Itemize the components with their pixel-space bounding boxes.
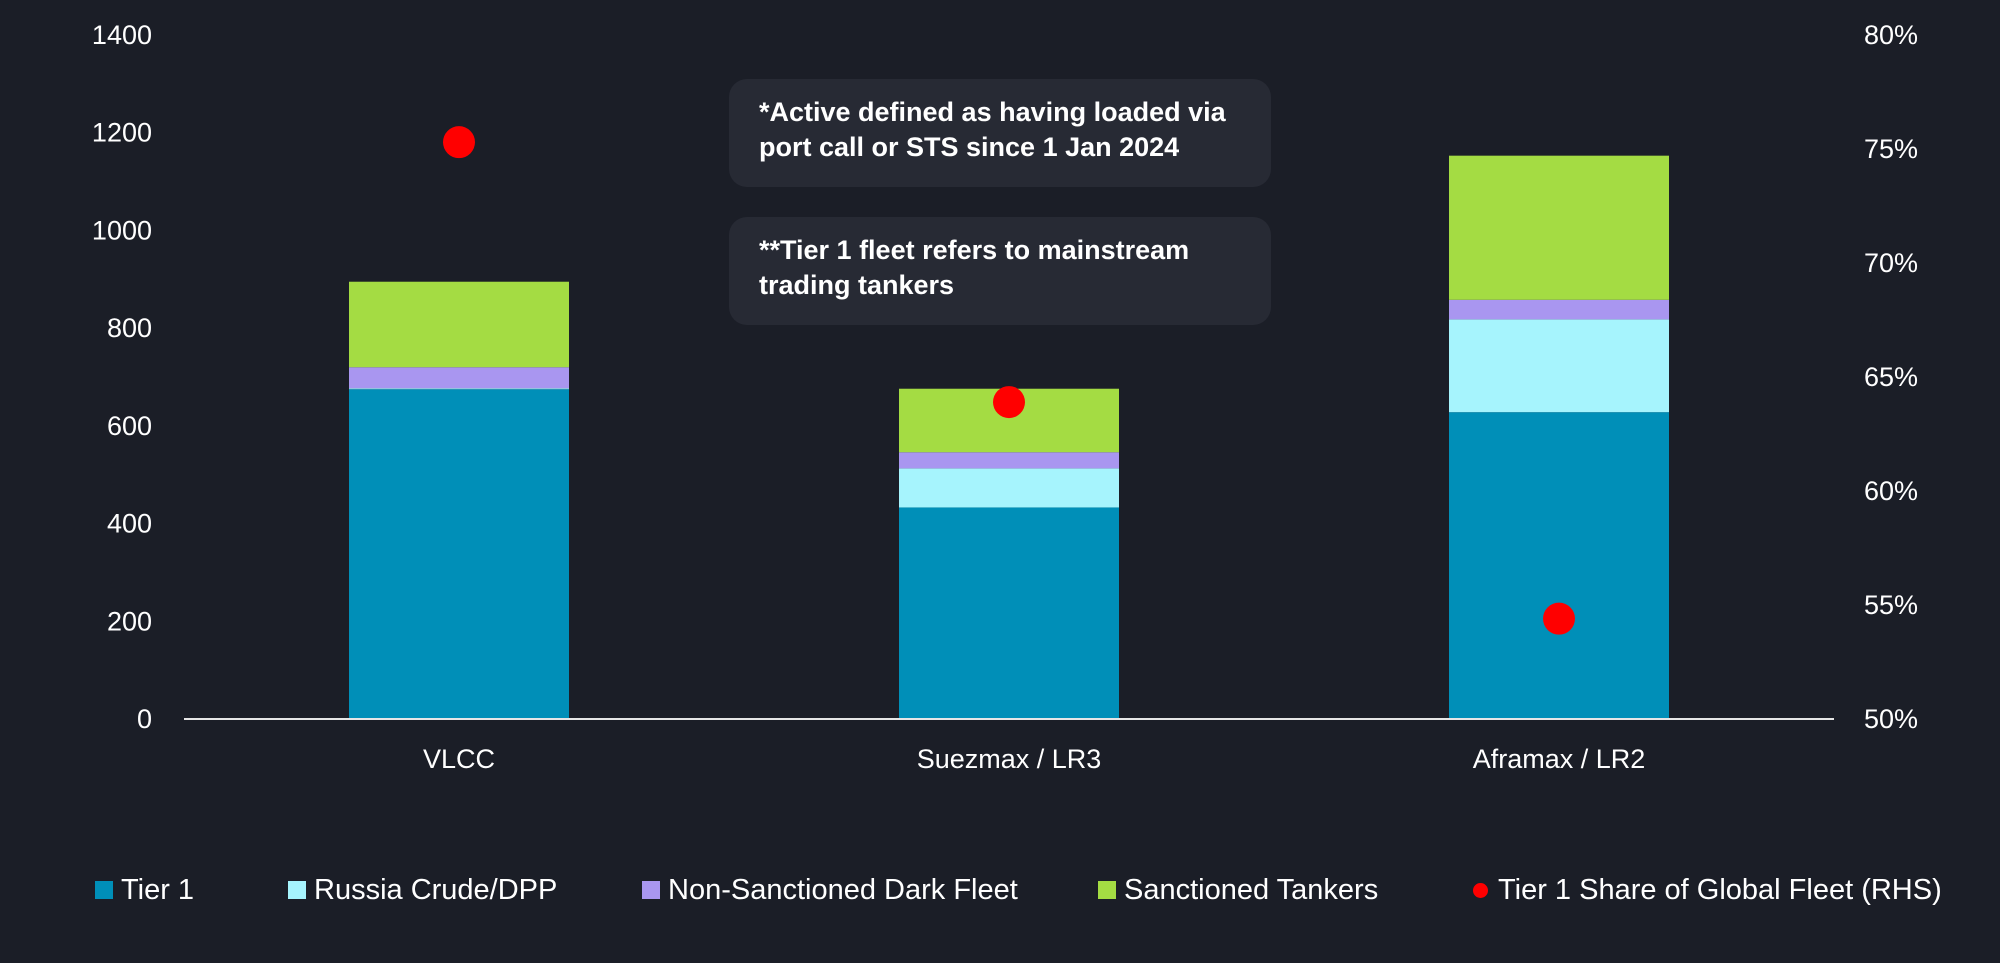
bar-segment-2-2: [899, 468, 1119, 508]
bar-segment-4-3: [1449, 155, 1669, 300]
x-tick-label: VLCC: [423, 744, 495, 774]
legend-item-tier1: Tier 1: [95, 870, 194, 910]
y-tick-label: 1000: [92, 215, 152, 245]
y-tick-label: 200: [107, 606, 152, 636]
legend-swatch-sanctioned: [1098, 881, 1116, 899]
bar-segment-1-3: [1449, 412, 1669, 719]
legend-swatch-tier1: [95, 881, 113, 899]
bar-segment-3-2: [899, 452, 1119, 469]
legend-item-russia: Russia Crude/DPP: [288, 870, 557, 910]
legend-item-share: Tier 1 Share of Global Fleet (RHS): [1473, 870, 1942, 910]
y-tick-label: 800: [107, 313, 152, 343]
y-tick-label: 1400: [92, 20, 152, 50]
y-tick-label: 600: [107, 411, 152, 441]
bar-segment-4-1: [349, 281, 569, 368]
legend-swatch-dark-fleet: [642, 881, 660, 899]
y-tick-label: 0: [137, 704, 152, 734]
legend-item-dark-fleet: Non-Sanctioned Dark Fleet: [642, 870, 1018, 910]
legend-dot-share: [1473, 882, 1488, 898]
y-tick-label: 400: [107, 509, 152, 539]
x-tick-label: Aframax / LR2: [1473, 744, 1646, 774]
share-point-1: [443, 126, 475, 159]
note-active-definition-text: *Active defined as having loaded via por…: [759, 97, 1226, 162]
share-point-2: [993, 386, 1025, 419]
y2-tick-label: 55%: [1864, 590, 1918, 620]
share-point-3: [1543, 602, 1575, 635]
legend-label-share: Tier 1 Share of Global Fleet (RHS): [1498, 873, 1942, 906]
legend-label-russia: Russia Crude/DPP: [314, 873, 558, 906]
legend-label-dark-fleet: Non-Sanctioned Dark Fleet: [668, 873, 1018, 906]
legend-item-sanctioned: Sanctioned Tankers: [1098, 870, 1378, 910]
legend-label-sanctioned: Sanctioned Tankers: [1124, 873, 1379, 906]
legend: Tier 1 Russia Crude/DPP Non-Sanctioned D…: [0, 870, 2000, 910]
y2-tick-label: 50%: [1864, 704, 1918, 734]
legend-label-tier1: Tier 1: [121, 873, 195, 906]
y2-tick-label: 80%: [1864, 20, 1918, 50]
bar-segment-2-3: [1449, 319, 1669, 413]
y2-tick-label: 65%: [1864, 362, 1918, 392]
y2-tick-label: 60%: [1864, 476, 1918, 506]
y2-tick-label: 70%: [1864, 248, 1918, 278]
note-tier1-definition-text: **Tier 1 fleet refers to mainstream trad…: [759, 235, 1190, 300]
bar-segment-3-1: [349, 367, 569, 389]
note-tier1-definition: **Tier 1 fleet refers to mainstream trad…: [729, 217, 1271, 325]
bar-segment-1-2: [899, 507, 1119, 719]
y2-tick-label: 75%: [1864, 134, 1918, 164]
bar-segment-1-1: [349, 389, 569, 719]
legend-swatch-russia: [288, 881, 306, 899]
bar-segment-2-1: [349, 388, 569, 390]
x-tick-label: Suezmax / LR3: [917, 744, 1102, 774]
y-tick-label: 1200: [92, 118, 152, 148]
bar-segment-3-3: [1449, 299, 1669, 320]
note-active-definition: *Active defined as having loaded via por…: [729, 79, 1271, 187]
